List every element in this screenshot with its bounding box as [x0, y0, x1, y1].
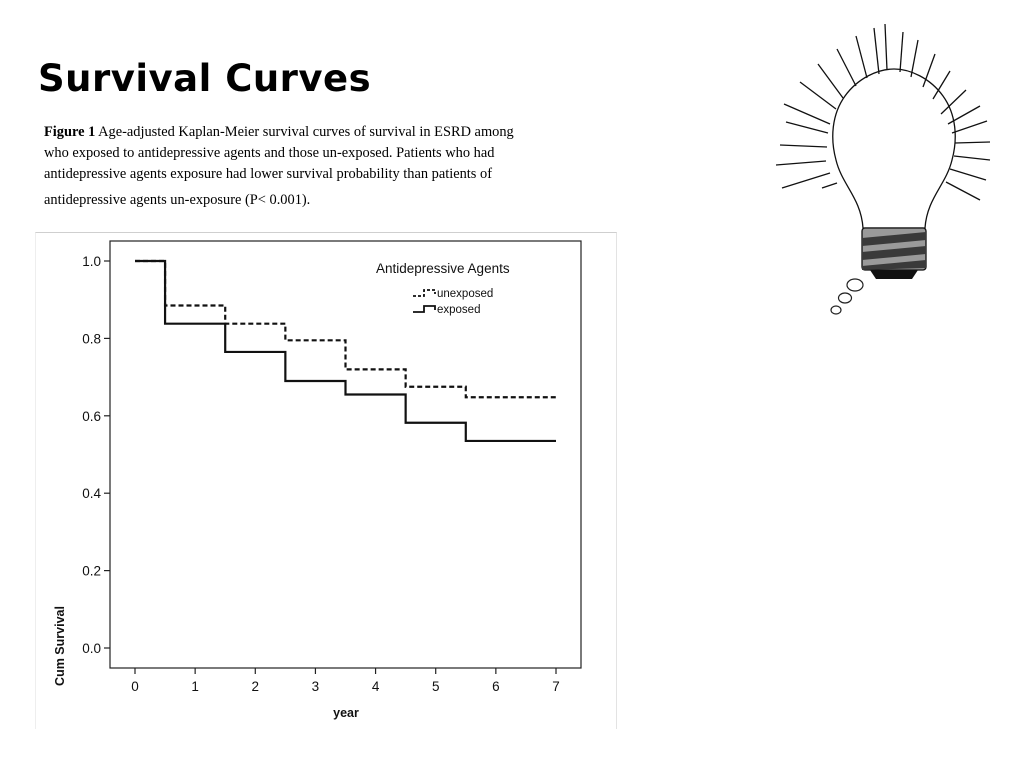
- x-tick-label: 7: [552, 679, 560, 694]
- y-tick-label: 0.6: [82, 409, 101, 424]
- x-tick-label: 5: [432, 679, 440, 694]
- legend: Antidepressive Agents unexposed exposed: [376, 261, 510, 316]
- y-tick-label: 0.0: [82, 641, 101, 656]
- y-tick-label: 1.0: [82, 254, 101, 269]
- series-layer: [135, 259, 556, 443]
- slide-title: Survival Curves: [38, 57, 372, 100]
- legend-label-unexposed: unexposed: [437, 288, 493, 300]
- x-tick-label: 3: [312, 679, 320, 694]
- x-axis: 0 1 2 3 4 5 6 7: [131, 668, 560, 694]
- caption-line-3: antidepressive agents exposure had lower…: [44, 166, 492, 182]
- x-tick-label: 1: [191, 679, 199, 694]
- x-axis-label: year: [333, 706, 359, 720]
- caption-line-1: Figure 1 Age-adjusted Kaplan-Meier survi…: [44, 122, 644, 143]
- lightbulb-icon: [775, 23, 991, 315]
- figure-caption: Figure 1 Age-adjusted Kaplan-Meier survi…: [44, 122, 644, 211]
- y-axis-label: Cum Survival: [53, 606, 67, 686]
- y-tick-label: 0.4: [82, 486, 101, 501]
- caption-line-2: who exposed to antidepressive agents and…: [44, 145, 495, 161]
- survival-chart: 0.0 0.2 0.4 0.6 0.8 1.0 0 1 2 3 4 5 6 7 Cum Survival…: [53, 240, 582, 720]
- legend-swatch-exposed: [413, 305, 436, 313]
- legend-label-exposed: exposed: [437, 304, 480, 316]
- plot-area: [109, 240, 582, 669]
- caption-line-4: antidepressive agents un-exposure (P< 0.…: [44, 192, 311, 208]
- legend-items: unexposed exposed: [413, 288, 493, 316]
- y-tick-label: 0.8: [82, 331, 101, 346]
- x-tick-label: 0: [131, 679, 139, 694]
- x-tick-label: 4: [372, 679, 380, 694]
- caption-figure-label: Figure 1: [44, 124, 96, 140]
- y-axis: 0.0 0.2 0.4 0.6 0.8 1.0: [82, 254, 110, 656]
- x-tick-label: 2: [252, 679, 260, 694]
- legend-swatch-unexposed: [413, 289, 436, 297]
- legend-title: Antidepressive Agents: [376, 261, 510, 276]
- figure-frame: [35, 232, 617, 729]
- y-tick-label: 0.2: [82, 564, 101, 579]
- caption-text-1: Age-adjusted Kaplan-Meier survival curve…: [95, 124, 514, 140]
- x-tick-label: 6: [492, 679, 500, 694]
- series-line-unexposed: [135, 259, 556, 399]
- series-line-exposed: [135, 259, 556, 443]
